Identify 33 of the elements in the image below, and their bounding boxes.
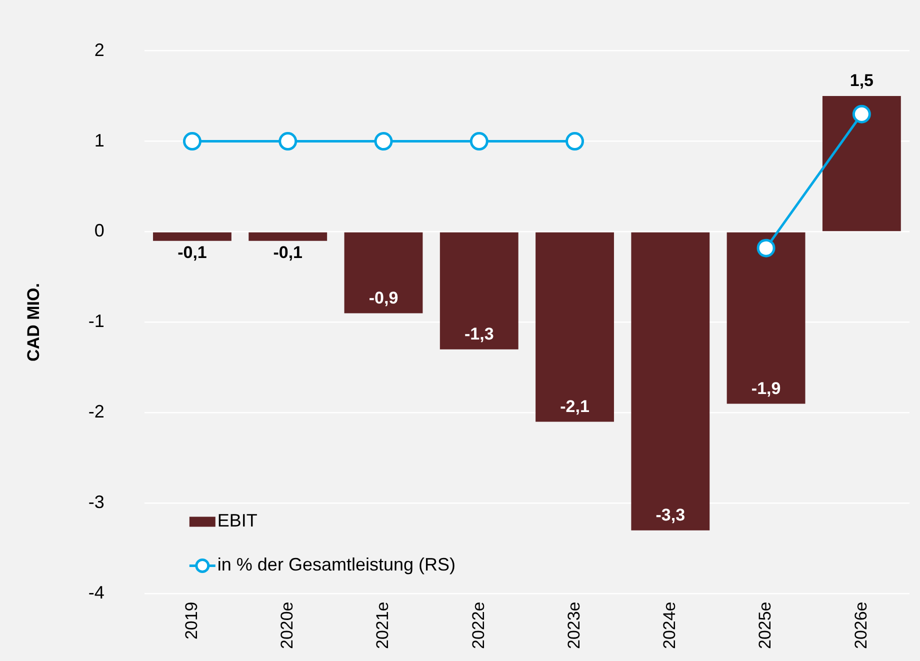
x-tick-label: 2025e xyxy=(756,602,775,650)
x-tick-label: 2023e xyxy=(564,602,584,650)
data-label: -0,9 xyxy=(368,288,398,308)
point xyxy=(470,132,488,151)
y-tick-label: 0 xyxy=(94,220,104,241)
y-tick-label: 1 xyxy=(94,130,104,150)
data-label: -1,3 xyxy=(464,324,494,344)
point xyxy=(278,132,298,151)
point xyxy=(182,132,202,151)
point xyxy=(852,104,871,124)
y-tick-label: -3 xyxy=(88,492,104,512)
data-label: -0,1 xyxy=(273,243,303,262)
data-label: -2,1 xyxy=(560,396,590,416)
y-axis-title: CAD MIO. xyxy=(24,283,43,362)
x-tick-label: 2021e xyxy=(373,602,392,650)
data-label: -1,9 xyxy=(751,378,781,398)
y-tick-label: -1 xyxy=(88,311,104,332)
y-tick-label: -4 xyxy=(88,582,104,603)
x-tick-label: 2024e xyxy=(660,602,680,650)
x-tick-label: 2020e xyxy=(278,602,297,650)
x-tick-label: 2019 xyxy=(182,602,201,640)
point xyxy=(374,132,393,151)
data-label: -0,1 xyxy=(178,243,207,262)
legend-label: EBIT xyxy=(217,510,258,531)
x-tick-label: 2022e xyxy=(468,602,488,650)
point xyxy=(756,238,776,258)
data-label: 1,5 xyxy=(850,71,874,90)
legend-label: in % der Gesamtleistung (RS) xyxy=(217,554,456,575)
y-tick-label: 2 xyxy=(94,40,104,60)
data-label: -3,3 xyxy=(656,506,686,525)
point xyxy=(566,132,584,151)
x-tick-label: 2026e xyxy=(851,602,870,650)
y-tick-label: -2 xyxy=(88,402,104,422)
